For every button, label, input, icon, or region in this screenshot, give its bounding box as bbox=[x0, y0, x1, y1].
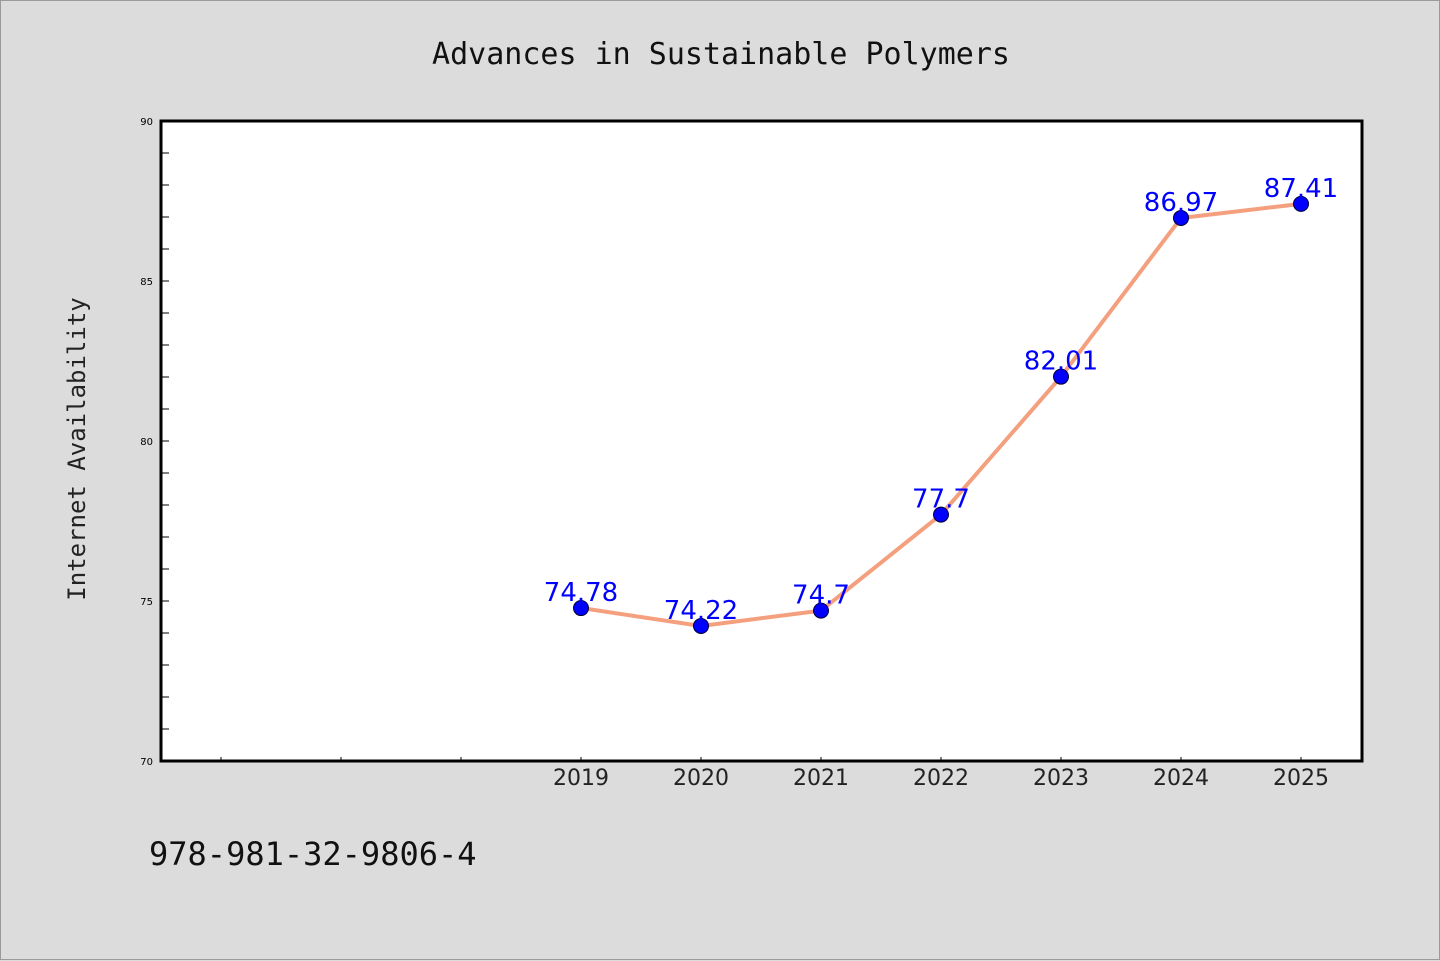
y-tick-label: 70 bbox=[140, 757, 153, 768]
y-tick-label: 75 bbox=[140, 597, 153, 608]
chart-title: Advances in Sustainable Polymers bbox=[432, 37, 1010, 72]
data-point bbox=[933, 506, 949, 523]
data-label: 82.01 bbox=[1024, 347, 1098, 377]
plot-area bbox=[161, 121, 1362, 761]
y-tick-label: 85 bbox=[140, 277, 153, 288]
data-point bbox=[1293, 195, 1309, 212]
isbn-code: 978-981-32-9806-4 bbox=[149, 835, 477, 873]
y-tick-label: 90 bbox=[140, 117, 153, 128]
data-labels: 74.78 74.22 74.7 77.7 82.01 86.97 87.41 bbox=[544, 174, 1338, 626]
x-tick-label: 2019 bbox=[553, 766, 609, 791]
data-point bbox=[1053, 368, 1069, 385]
data-point bbox=[693, 617, 709, 634]
data-point bbox=[813, 602, 829, 619]
x-tick-label: 2022 bbox=[913, 766, 969, 791]
y-tick-label: 80 bbox=[140, 437, 153, 448]
data-label: 77.7 bbox=[912, 485, 970, 515]
x-tick-label: 2023 bbox=[1033, 766, 1089, 791]
data-label: 74.7 bbox=[792, 581, 850, 611]
data-label: 74.78 bbox=[544, 578, 618, 608]
x-tick-label: 2024 bbox=[1153, 766, 1209, 791]
data-label: 86.97 bbox=[1144, 188, 1218, 218]
x-tick-label: 2025 bbox=[1273, 766, 1329, 791]
data-point bbox=[1173, 209, 1189, 226]
y-axis-label: Internet Availability bbox=[63, 297, 91, 600]
series-layer bbox=[573, 195, 1309, 634]
data-label: 87.41 bbox=[1264, 174, 1338, 204]
plot-frame bbox=[159, 119, 1364, 763]
x-tick-label: 2021 bbox=[793, 766, 849, 791]
data-point bbox=[573, 600, 589, 617]
x-tick-label: 2020 bbox=[673, 766, 729, 791]
data-label: 74.22 bbox=[664, 596, 738, 626]
